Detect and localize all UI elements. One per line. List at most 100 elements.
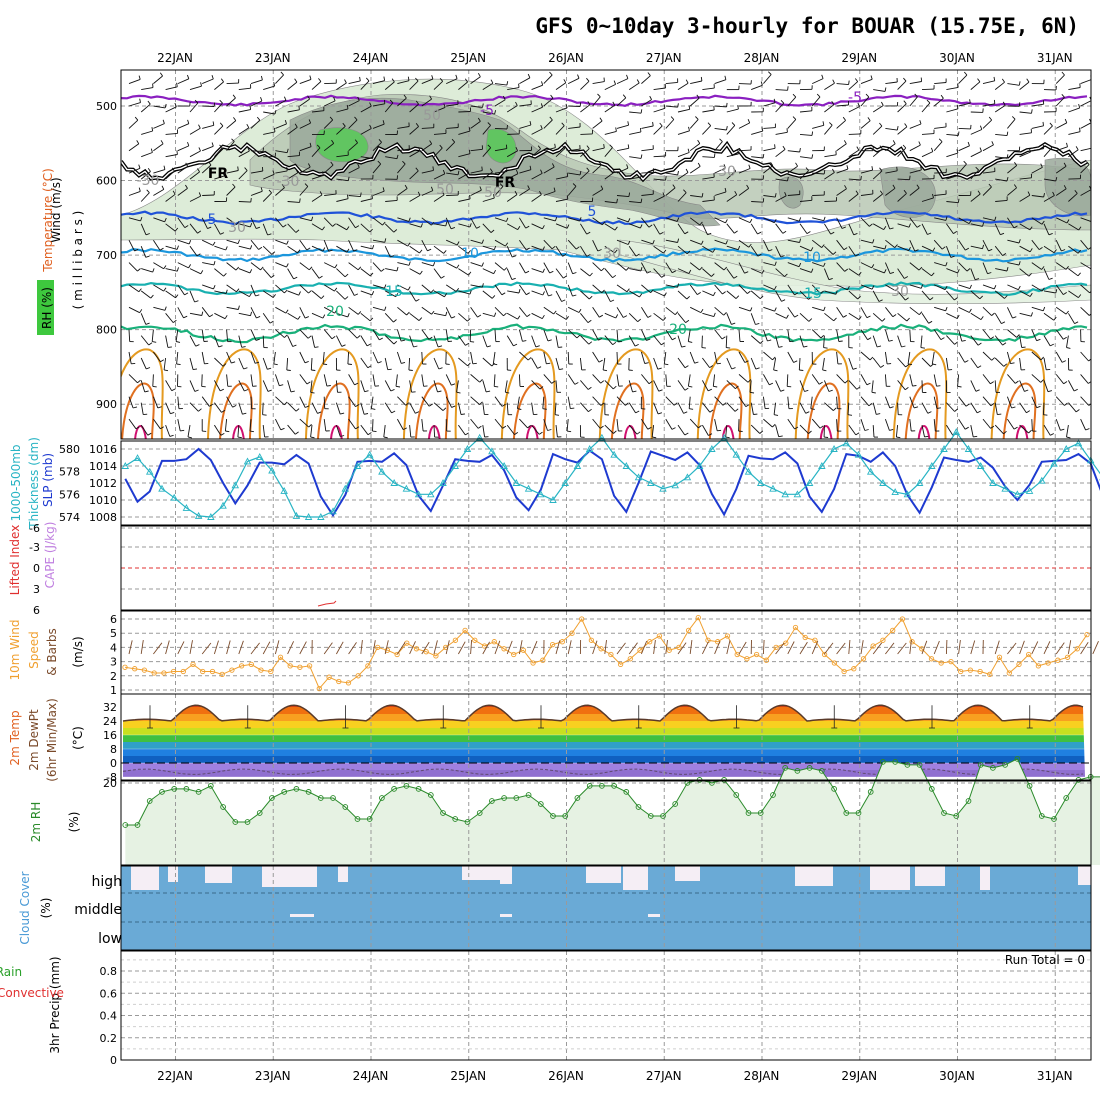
wind-barb-flag	[832, 251, 837, 255]
wind-barb-flag	[494, 385, 499, 388]
wind-barb	[1080, 100, 1091, 107]
wind-barb-flag	[196, 253, 201, 257]
wind-barb-flag	[408, 261, 411, 266]
wind-barb-flag	[254, 361, 260, 364]
wind-barb-flag	[390, 255, 395, 258]
wind-barb-flag	[892, 184, 896, 189]
wind-speed-point	[1084, 631, 1090, 638]
wind-barb-flag	[566, 224, 570, 229]
wind-barb-flag	[547, 339, 552, 342]
wind-barb	[934, 193, 947, 196]
wind-barb	[592, 217, 603, 226]
wind-barb-flag	[295, 229, 300, 233]
wind-barb-flag	[1048, 232, 1053, 236]
wind-barb-flag	[407, 76, 410, 81]
wind-barb	[470, 396, 480, 405]
cloud-gap	[131, 866, 159, 890]
wind-barb	[433, 402, 444, 411]
wind-barb-flag	[537, 145, 541, 150]
wind-barb-flag	[176, 363, 181, 366]
thickness-point	[1013, 490, 1022, 498]
wind-barb	[604, 83, 616, 91]
wind-barb-flag	[749, 307, 753, 312]
wind-barb-flag	[599, 314, 604, 318]
temperature-loop	[819, 425, 833, 439]
wind-barb-flag	[1010, 362, 1015, 365]
wind-barb-flag	[990, 336, 995, 340]
wind-barb	[226, 170, 239, 174]
wind-barb	[592, 351, 600, 363]
wind-barb	[238, 357, 245, 370]
cloud-gap	[980, 866, 990, 890]
wind-barb	[189, 127, 201, 135]
slp-thickness-panel: 101610141012101010085805785765741000-500…	[9, 428, 1100, 530]
wind-barb	[1019, 312, 1032, 317]
wind-barb	[750, 290, 761, 300]
wind-barb	[775, 223, 784, 234]
wind-speed-point	[268, 668, 274, 675]
bottom-date-label: 24JAN	[353, 1069, 389, 1083]
wind-barb	[470, 639, 473, 655]
thickness-point	[255, 452, 264, 460]
wind-barb-flag	[419, 270, 423, 275]
wind-barb	[214, 223, 221, 235]
wind-barb-flag	[553, 187, 556, 192]
wind-barb	[372, 80, 385, 85]
wind-barb	[958, 217, 970, 224]
wind-barb	[1055, 74, 1065, 84]
wind-barb-flag	[395, 293, 399, 297]
wind-barb	[860, 640, 864, 655]
wind-barb-flag	[542, 225, 545, 230]
wind-barb	[641, 125, 654, 129]
wind-barb-flag	[273, 127, 276, 132]
wind-barb	[531, 223, 543, 230]
wind-barb-flag	[455, 74, 458, 79]
contour-label: 30	[603, 246, 621, 262]
wind-barb-flag	[396, 266, 399, 272]
wind-barb	[714, 191, 727, 196]
wind-barb	[836, 104, 849, 107]
wind-barb-flag	[232, 183, 236, 188]
wind-barb	[811, 96, 821, 107]
wind-barb	[567, 640, 572, 655]
wind-barb	[568, 306, 580, 313]
rh-point	[489, 798, 495, 804]
wind-barb-flag	[879, 167, 883, 172]
wind-barb	[995, 199, 1008, 202]
wind-barb-flag	[914, 93, 918, 98]
wind-barb	[275, 187, 285, 196]
wind-barb	[1055, 96, 1065, 107]
thickness-point	[1050, 459, 1058, 467]
wind-barb-flag	[309, 142, 312, 147]
wind-barb	[726, 108, 739, 113]
wind-barb-flag	[681, 345, 686, 348]
wind-barb-flag	[334, 309, 338, 314]
wind-barb-flag	[518, 288, 521, 294]
wind-barb	[287, 109, 300, 113]
wind-barb	[470, 418, 479, 429]
wind-barb	[311, 110, 324, 113]
wind-barb-flag	[774, 193, 777, 198]
wind-barb-flag	[957, 198, 960, 203]
thickness-point	[598, 433, 606, 441]
wind-barb-flag	[347, 176, 350, 181]
wind-barb-flag	[212, 241, 216, 246]
wind-barb-flag	[221, 409, 226, 413]
thickness-point	[659, 484, 667, 492]
wind-barb-flag	[233, 117, 237, 121]
wind-barb-flag	[1065, 310, 1069, 315]
wind-barb	[1031, 195, 1044, 198]
wind-speed-point	[724, 633, 731, 639]
wind-barb	[543, 306, 554, 315]
wind-barb	[836, 188, 847, 196]
wind-barb-flag	[844, 268, 849, 272]
wind-barb	[616, 284, 628, 293]
wind-barb-flag	[913, 406, 919, 409]
rh-shading	[485, 128, 517, 164]
wind-barb-flag	[828, 277, 833, 281]
wind-barb-flag	[841, 226, 846, 229]
wind-barb-flag	[565, 316, 569, 320]
wind-barb	[140, 357, 147, 370]
wind-barb	[653, 380, 660, 392]
wind-barb-flag	[671, 427, 676, 430]
